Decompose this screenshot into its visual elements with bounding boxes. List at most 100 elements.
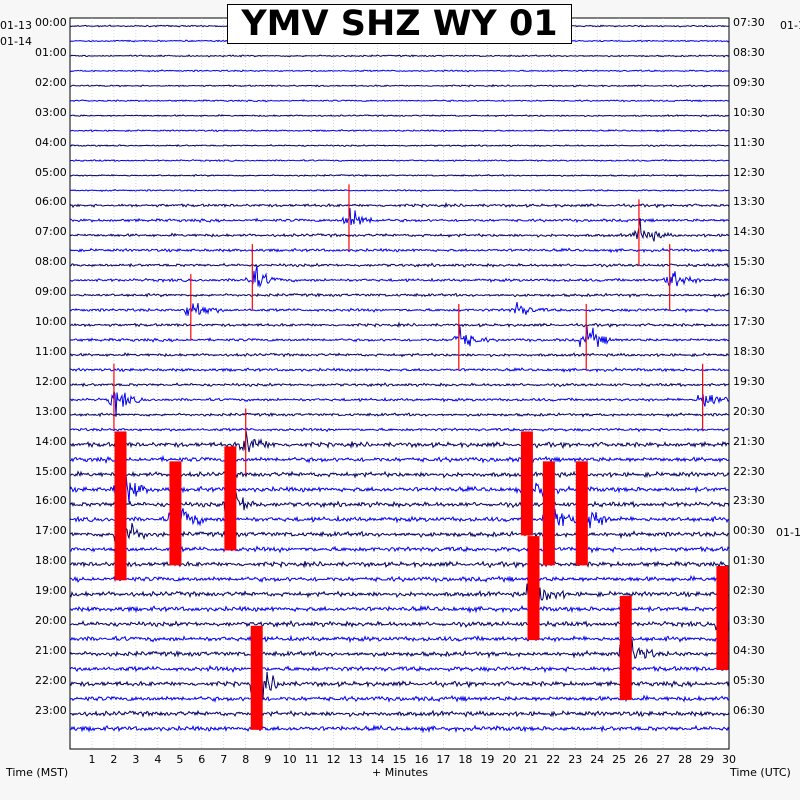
trace-row [69,302,730,317]
trace-row [69,321,730,328]
x-tick-label: 12 [327,753,341,766]
trace-row [69,638,729,666]
left-hour-label: 18:00 [35,554,67,568]
trace-row [69,367,730,373]
trace-row [69,247,730,254]
x-tick-label: 13 [349,753,363,766]
trace-row [69,218,730,242]
x-tick-label: 3 [132,753,139,766]
trace-row [69,326,730,348]
trace-row [69,724,730,734]
trace-row [69,352,730,358]
trace-row [69,634,730,644]
right-date-change-label: 01-14 [776,526,800,539]
x-tick-label: 14 [371,753,385,766]
x-tick-label: 29 [700,753,714,766]
trace-row [70,114,730,118]
x-tick-label: 4 [154,753,161,766]
left-hour-label: 11:00 [35,344,67,358]
x-tick-label: 17 [436,753,450,766]
x-axis-ticks: 1 2 3 4 5 6 7 8 9 10 11 12 13 14 15 16 17 18 19 20 21 22 23 24 2… [88,753,736,766]
right-hour-label: 14:30 [733,225,765,239]
trace-row [69,574,730,584]
trace-row [69,583,730,611]
left-hour-label: 21:00 [35,643,67,657]
trace-row [69,265,730,288]
left-hour-label: 02:00 [35,75,67,89]
seismic-traces [69,24,730,734]
right-hour-label: 16:30 [733,285,765,299]
trace-row [69,69,730,73]
right-hour-label: 09:30 [733,75,765,89]
left-hour-label: 12:00 [35,374,67,388]
x-tick-label: 26 [634,753,648,766]
x-tick-label: 23 [568,753,582,766]
trace-row [69,454,730,464]
clipped-events [113,184,729,730]
left-hour-label: 16:00 [35,494,67,508]
x-tick-label: 6 [198,753,205,766]
right-hour-label: 15:30 [733,255,765,269]
right-hour-label: 08:30 [733,45,765,59]
trace-row [69,382,730,388]
x-tick-label: 11 [305,753,319,766]
x-tick-label: 30 [722,753,736,766]
left-hour-label: 00:00 [35,16,67,29]
x-tick-label: 22 [546,753,560,766]
right-hour-label: 07:30 [733,16,765,29]
left-hour-label: 20:00 [35,614,67,627]
trace-row [69,391,730,417]
x-tick-label: 16 [414,753,428,766]
left-hour-label: 19:00 [35,584,67,598]
left-hour-label: 04:00 [35,135,67,149]
trace-row [69,54,730,58]
trace-row [70,208,730,226]
left-hour-label: 07:00 [35,225,67,239]
trace-row [69,144,730,148]
left-hour-label: 15:00 [35,464,67,478]
x-tick-label: 15 [393,753,407,766]
left-hour-label: 13:00 [35,404,67,418]
x-tick-label: 9 [264,753,271,766]
trace-row [69,560,730,569]
x-tick-label: 27 [656,753,670,766]
right-hour-label: 18:30 [733,344,765,358]
x-tick-label: 8 [242,753,249,766]
x-tick-label: 19 [480,753,494,766]
left-start-date-label: 01-13 [0,19,32,32]
right-hour-label: 20:30 [733,404,765,418]
x-tick-label: 21 [524,753,538,766]
right-hour-label: 02:30 [733,584,765,598]
x-tick-label: 24 [590,753,604,766]
clipped-event-marker [169,461,182,566]
trace-row [69,709,730,718]
clipped-event-marker [520,431,533,536]
trace-row [69,646,730,716]
trace-row [69,412,730,418]
trace-row [69,604,730,614]
left-second-date-label: 01-14 [0,35,32,48]
trace-row [69,664,730,674]
trace-row [69,427,730,433]
trace-row [69,694,730,703]
right-hour-label: 22:30 [733,464,765,478]
x-tick-label: 20 [502,753,516,766]
left-hour-label: 03:00 [35,105,67,119]
right-hour-label: 04:30 [733,643,765,657]
x-tick-label: 5 [176,753,183,766]
clipped-event-marker [114,476,127,581]
left-hour-label: 23:00 [35,703,67,717]
left-hour-label: 06:00 [35,195,67,209]
x-tick-label: 28 [678,753,692,766]
left-hour-label: 09:00 [35,285,67,299]
right-hour-label: 21:30 [733,434,765,448]
left-hour-label: 10:00 [35,315,67,328]
clipped-event-marker [575,461,588,566]
right-axis-title: Time (UTC) [730,766,791,779]
left-hour-label: 08:00 [35,255,67,269]
right-hour-label: 03:30 [733,614,765,627]
left-hour-label: 17:00 [35,524,67,538]
x-tick-label: 18 [458,753,472,766]
trace-row [69,129,730,133]
